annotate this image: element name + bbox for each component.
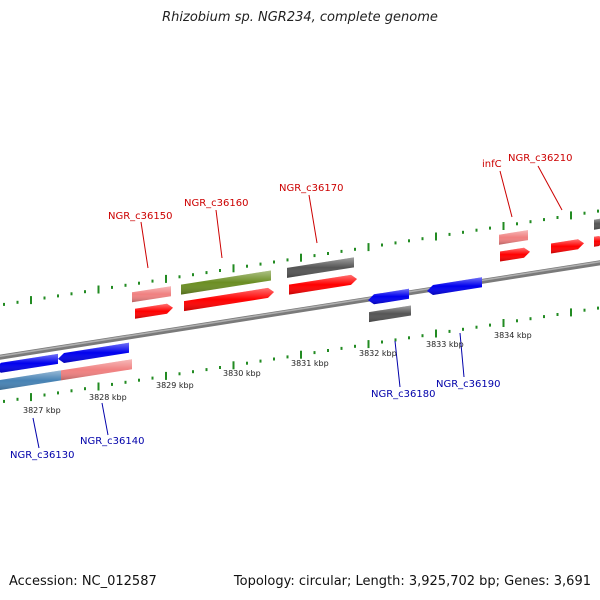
gene-ngr-c36210-shading xyxy=(551,239,584,254)
gene-label-ngr-c36170[interactable]: NGR_c36170 xyxy=(279,183,344,194)
leader-ngr-c36130 xyxy=(32,417,40,449)
scale-label-3829: 3829 kbp xyxy=(156,381,194,390)
leader-ngr-c36150 xyxy=(140,221,149,269)
gene-ngr-c36170-outer-shading xyxy=(287,257,354,278)
scale-label-3833: 3833 kbp xyxy=(426,340,464,349)
scale-label-3828: 3828 kbp xyxy=(89,393,127,402)
gene-label-ngr-c36140[interactable]: NGR_c36140 xyxy=(80,436,145,447)
gene-label-ngr-c36160[interactable]: NGR_c36160 xyxy=(184,198,249,209)
scale-label-3831: 3831 kbp xyxy=(291,359,329,368)
gene-ngr-c36150-outer-shading xyxy=(132,286,171,303)
leader-infc xyxy=(499,170,513,218)
gene-ngr-c36220-shading xyxy=(594,236,600,247)
scale-label-3832: 3832 kbp xyxy=(359,349,397,358)
map-title: Rhizobium sp. NGR234, complete genome xyxy=(162,10,438,25)
leader-ngr-c36190 xyxy=(459,332,465,378)
label-leaders xyxy=(32,165,563,449)
accession-text: Accession: NC_012587 xyxy=(9,574,157,589)
gene-label-ngr-c36130[interactable]: NGR_c36130 xyxy=(10,450,75,461)
genome-backbone-highlight xyxy=(0,261,600,357)
gene-label-ngr-c36180[interactable]: NGR_c36180 xyxy=(371,389,436,400)
gene-ngr-c36140-outer-shading xyxy=(61,359,132,381)
scale-label-3834: 3834 kbp xyxy=(494,331,532,340)
genome-stats-text: Topology: circular; Length: 3,925,702 bp… xyxy=(233,574,591,589)
leader-ngr-c36210 xyxy=(537,165,563,211)
gene-ngr-c36180-shading xyxy=(368,288,409,305)
gene-infc-outer-shading xyxy=(499,230,528,245)
gene-labels-minus: NGR_c36130 NGR_c36140 NGR_c36180 NGR_c36… xyxy=(10,379,501,461)
gene-ngr-c36140-shading xyxy=(58,342,129,363)
gene-ngr-c36180-outer-shading xyxy=(369,305,411,323)
scale-labels: 3827 kbp 3828 kbp 3829 kbp 3830 kbp 3831… xyxy=(23,331,532,415)
gene-ngr-c36130-outer-shading xyxy=(0,370,61,391)
tick-track-upper xyxy=(3,209,599,306)
gene-ngr-c36130-shading xyxy=(0,353,58,373)
gene-ngr-c36170-shading xyxy=(289,274,357,295)
gene-label-infc[interactable]: infC xyxy=(482,159,502,170)
leader-ngr-c36140 xyxy=(101,402,109,436)
genome-backbone xyxy=(0,260,600,360)
leader-ngr-c36170 xyxy=(308,194,318,244)
gene-ngr-c36160-outer-shading xyxy=(181,270,271,295)
gene-ngr-c36190-shading xyxy=(427,277,482,295)
gene-ngr-c36150-shading xyxy=(135,303,173,319)
gene-label-ngr-c36190[interactable]: NGR_c36190 xyxy=(436,379,501,390)
scale-label-3830: 3830 kbp xyxy=(223,369,261,378)
gene-ngr-c36160-shading xyxy=(184,287,274,312)
gene-ngr-c36210-outer-shading xyxy=(594,218,600,230)
scale-label-3827: 3827 kbp xyxy=(23,406,61,415)
gene-label-ngr-c36150[interactable]: NGR_c36150 xyxy=(108,211,173,222)
gene-label-ngr-c36210[interactable]: NGR_c36210 xyxy=(508,153,573,164)
gene-labels-plus: NGR_c36150 NGR_c36160 NGR_c36170 infC NG… xyxy=(108,153,573,222)
leader-ngr-c36160 xyxy=(215,209,223,259)
tick-track-lower xyxy=(3,306,599,403)
gene-infc-shading xyxy=(500,247,530,262)
gene-features xyxy=(0,218,600,391)
leader-ngr-c36180 xyxy=(394,340,401,388)
